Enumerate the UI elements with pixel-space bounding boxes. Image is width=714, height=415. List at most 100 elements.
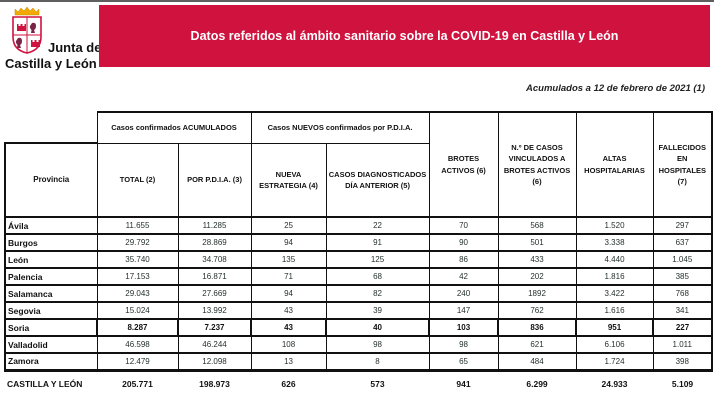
value-cell: 40 [325, 318, 431, 337]
value-cell: 98 [325, 335, 430, 354]
value-cell: 90 [428, 233, 499, 252]
value-cell: 46.598 [96, 335, 179, 354]
value-cell: 202 [497, 267, 577, 286]
value-cell: 68 [325, 267, 430, 286]
total-value: 198.973 [199, 378, 230, 389]
province-cell: Salamanca [4, 284, 98, 303]
value-cell: 103 [428, 318, 500, 337]
value-cell: 385 [652, 267, 714, 286]
value-cell: 16.871 [177, 267, 252, 286]
col-header-total: TOTAL (2) [96, 142, 179, 218]
value-cell: 1892 [497, 284, 577, 303]
value-cell: 29.792 [96, 233, 179, 252]
total-value: 6.299 [526, 378, 548, 389]
province-cell: León [4, 250, 98, 269]
value-cell: 29.043 [96, 284, 179, 303]
value-cell: 8 [325, 352, 430, 372]
value-cell: 1.724 [575, 352, 654, 372]
covid-data-table: Casos confirmados ACUMULADOS Casos NUEVO… [4, 111, 714, 393]
value-cell: 1.616 [575, 301, 654, 320]
value-cell: 1.520 [575, 216, 654, 235]
value-cell: 501 [497, 233, 577, 252]
value-cell: 621 [497, 335, 577, 354]
table-row: Soria 8.287 7.237 43 40 103 836 951 227 [4, 318, 714, 337]
value-cell: 297 [652, 216, 714, 235]
value-cell: 39 [325, 301, 430, 320]
value-cell: 4.440 [575, 250, 654, 269]
col-header-fallecidos: FALLECIDOS EN HOSPITALES (7) [652, 111, 714, 218]
total-value: 205.771 [122, 378, 153, 389]
value-cell: 1.045 [652, 250, 714, 269]
value-cell: 240 [428, 284, 499, 303]
value-cell: 1.011 [652, 335, 714, 354]
province-cell: Ávila [4, 216, 98, 235]
value-cell: 22 [325, 216, 430, 235]
value-cell: 398 [652, 352, 714, 372]
table-row: León 35.740 34.708 135 125 86 433 4.440 1.045 [4, 250, 714, 269]
accumulated-date-note: Acumulados a 12 de febrero de 2021 (1) [526, 83, 705, 94]
value-cell: 27.669 [177, 284, 252, 303]
group-header-row: Casos confirmados ACUMULADOS Casos NUEVO… [5, 111, 714, 218]
junta-coat-of-arms-icon [12, 7, 42, 54]
value-cell: 94 [250, 284, 327, 303]
value-cell: 86 [428, 250, 499, 269]
value-cell: 82 [325, 284, 430, 303]
value-cell: 1.816 [575, 267, 654, 286]
value-cell: 70 [428, 216, 499, 235]
value-cell: 637 [652, 233, 714, 252]
total-value: 941 [456, 378, 471, 389]
value-cell: 13.992 [177, 301, 252, 320]
value-cell: 3.338 [575, 233, 654, 252]
value-cell: 8.287 [96, 318, 179, 337]
province-cell: Segovia [4, 301, 98, 320]
province-cell: Palencia [4, 267, 98, 286]
value-cell: 17.153 [96, 267, 179, 286]
province-cell: Zamora [4, 352, 98, 372]
value-cell: 46.244 [177, 335, 252, 354]
value-cell: 836 [497, 318, 578, 337]
table-row: Palencia 17.153 16.871 71 68 42 202 1.816 385 [4, 267, 714, 286]
value-cell: 42 [428, 267, 499, 286]
total-label: CASTILLA Y LEÓN [7, 378, 83, 389]
table-row: Ávila 11.655 11.285 25 22 70 568 1.520 297 [4, 216, 714, 235]
group-header-nuevos-pdia: Casos NUEVOS confirmados por P.D.I.A. [250, 111, 430, 144]
junta-logo: Junta de Castilla y León [4, 7, 114, 73]
col-header-brotes-activos: BROTES ACTIVOS (6) [428, 111, 499, 218]
table-row: Salamanca 29.043 27.669 94 82 240 1892 3.422 768 [4, 284, 714, 303]
table-row: Burgos 29.792 28.869 94 91 90 501 3.338 637 [4, 233, 714, 252]
total-row: CASTILLA Y LEÓN 205.771 198.973 626 573 … [5, 370, 712, 393]
col-header-casos-vinculados: N.º DE CASOS VINCULADOS A BROTES ACTIVOS… [497, 111, 577, 218]
value-cell: 34.708 [177, 250, 252, 269]
value-cell: 71 [250, 267, 327, 286]
value-cell: 7.237 [176, 318, 253, 337]
value-cell: 11.285 [177, 216, 252, 235]
col-header-altas-hospitalarias: ALTAS HOSPITALARIAS [575, 111, 654, 218]
total-value: 5.109 [671, 378, 694, 389]
value-cell: 35.740 [96, 250, 179, 269]
value-cell: 11.655 [96, 216, 179, 235]
title-banner: Datos referidos al ámbito sanitario sobr… [99, 5, 710, 67]
value-cell: 951 [575, 318, 655, 337]
value-cell: 762 [497, 301, 577, 320]
total-value: 573 [370, 378, 385, 389]
province-cell: Soria [4, 318, 98, 337]
value-cell: 25 [250, 216, 327, 235]
table-row: Zamora 12.479 12.098 13 8 65 484 1.724 398 [4, 352, 714, 372]
column-header-row: Provincia TOTAL (2) POR P.D.I.A. (3) NUE… [4, 142, 712, 218]
col-header-por-pdia: POR P.D.I.A. (3) [177, 142, 252, 218]
value-cell: 108 [250, 335, 327, 354]
logo-text-line1: Junta de [48, 40, 102, 55]
col-header-nueva-estrategia: NUEVA ESTRATEGIA (4) [250, 142, 327, 218]
value-cell: 433 [497, 250, 577, 269]
value-cell: 484 [497, 352, 577, 372]
value-cell: 15.024 [96, 301, 179, 320]
value-cell: 12.098 [177, 352, 252, 372]
value-cell: 91 [325, 233, 430, 252]
value-cell: 147 [428, 301, 499, 320]
province-cell: Burgos [4, 233, 98, 252]
group-header-acumulados: Casos confirmados ACUMULADOS [96, 111, 252, 144]
table-row: Segovia 15.024 13.992 43 39 147 762 1.616 341 [4, 301, 714, 320]
value-cell: 768 [652, 284, 714, 303]
value-cell: 568 [497, 216, 577, 235]
value-cell: 94 [250, 233, 327, 252]
